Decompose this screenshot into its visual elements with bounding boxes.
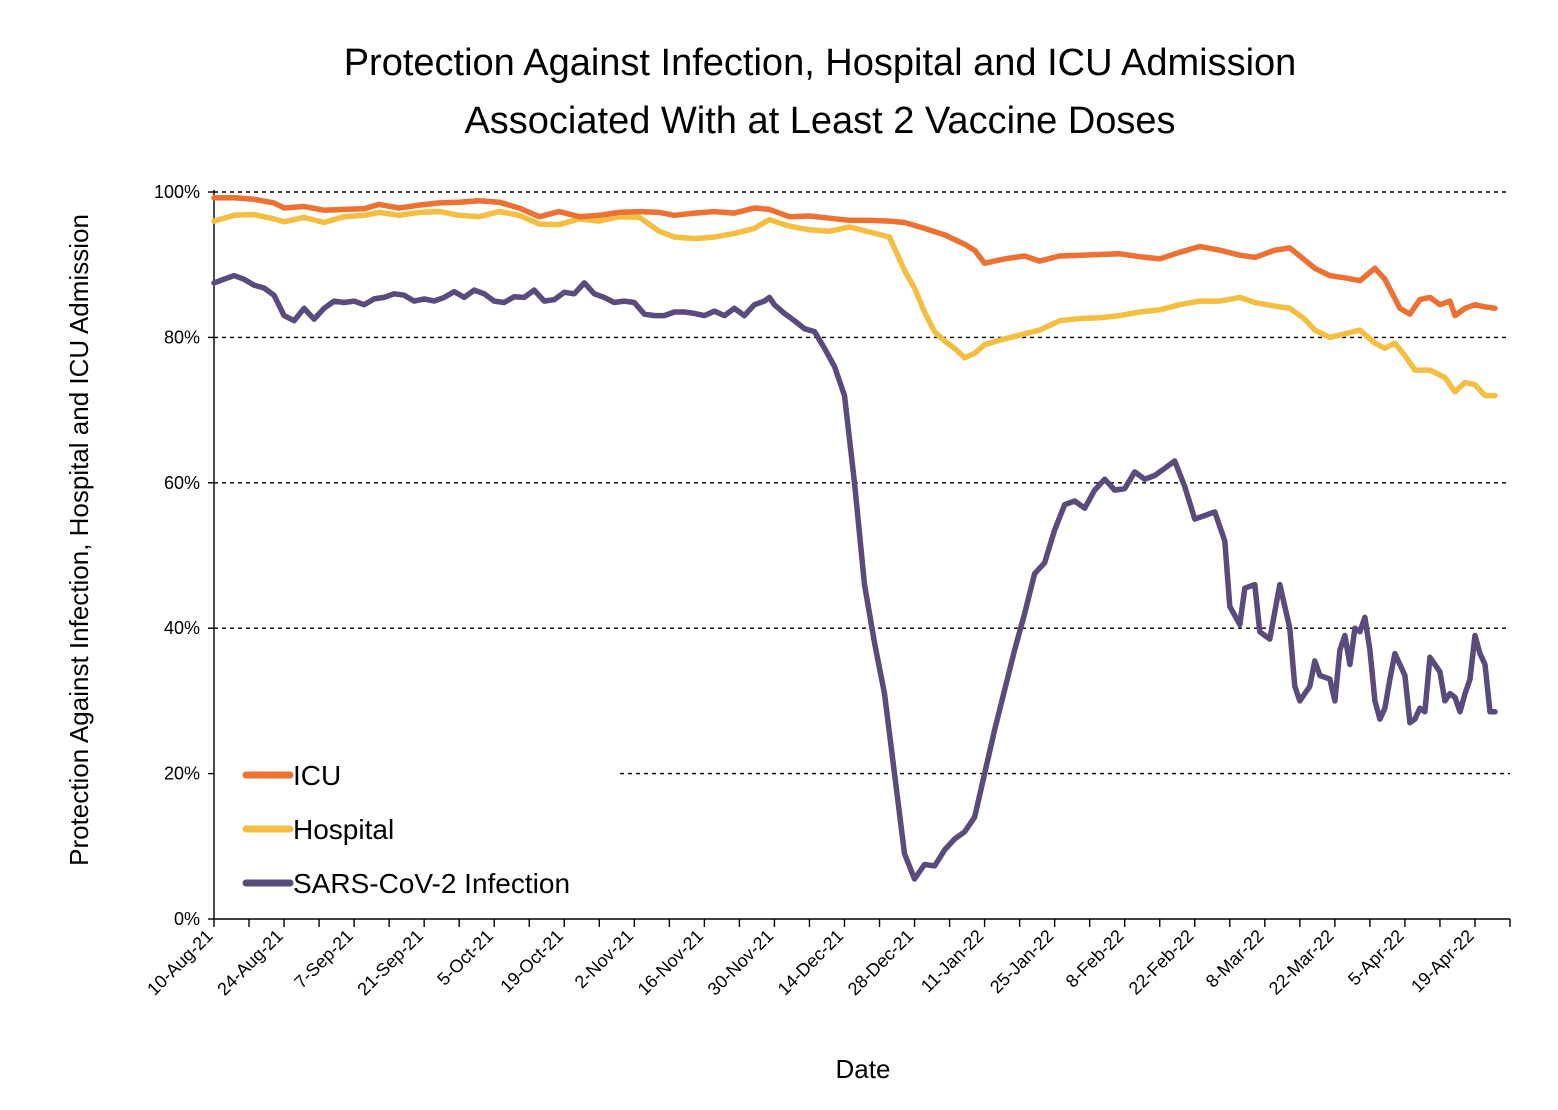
x-tick-label: 24-Aug-21 (213, 926, 287, 1000)
gridlines (214, 191, 1510, 775)
x-tick-label: 10-Aug-21 (143, 926, 217, 1000)
x-tick-label: 19-Oct-21 (496, 926, 567, 997)
x-tick-label: 5-Apr-22 (1344, 926, 1408, 990)
legend-label-sars-cov-2-infection: SARS-CoV-2 Infection (293, 868, 570, 899)
y-tick-label: 40% (164, 618, 200, 638)
x-tick-label: 30-Nov-21 (704, 926, 778, 1000)
chart-title: Protection Against Infection, Hospital a… (344, 42, 1297, 84)
x-tick-label: 22-Feb-22 (1125, 926, 1198, 999)
x-tick-label: 11-Jan-22 (917, 926, 988, 997)
y-tick-label: 100% (154, 182, 200, 202)
y-tick-label: 0% (174, 909, 200, 929)
legend-label-hospital: Hospital (293, 814, 394, 845)
x-tick-label: 2-Nov-21 (571, 926, 637, 992)
x-tick-label: 16-Nov-21 (634, 926, 708, 1000)
y-tick-label: 20% (164, 764, 200, 784)
series-line-sars-cov-2-infection (211, 272, 1498, 882)
x-axis-title: Date (836, 1054, 891, 1084)
x-tick-label: 25-Jan-22 (986, 926, 1057, 997)
series-line-hospital (211, 208, 1498, 399)
x-tick-label: 5-Oct-21 (433, 926, 497, 990)
x-tick-label: 8-Mar-22 (1202, 926, 1268, 992)
x-tick-label: 7-Sep-21 (290, 926, 357, 993)
x-tick-label: 22-Mar-22 (1265, 926, 1338, 999)
chart-subtitle: Associated With at Least 2 Vaccine Doses (464, 100, 1175, 142)
x-tick-label: 21-Sep-21 (353, 926, 427, 1000)
series-lines (211, 195, 1498, 882)
y-axis-title: Protection Against Infection, Hospital a… (64, 214, 94, 866)
x-tick-label: 19-Apr-22 (1407, 926, 1478, 997)
x-tick-label: 14-Dec-21 (774, 926, 848, 1000)
x-tick-label: 8-Feb-22 (1062, 926, 1128, 992)
y-tick-label: 60% (164, 473, 200, 493)
legend-label-icu: ICU (293, 760, 341, 791)
x-tick-label: 28-Dec-21 (844, 926, 918, 1000)
legend: ICU Hospital SARS-CoV-2 Infection (242, 760, 570, 899)
y-tick-label: 80% (164, 327, 200, 347)
series-line-icu (211, 195, 1498, 319)
